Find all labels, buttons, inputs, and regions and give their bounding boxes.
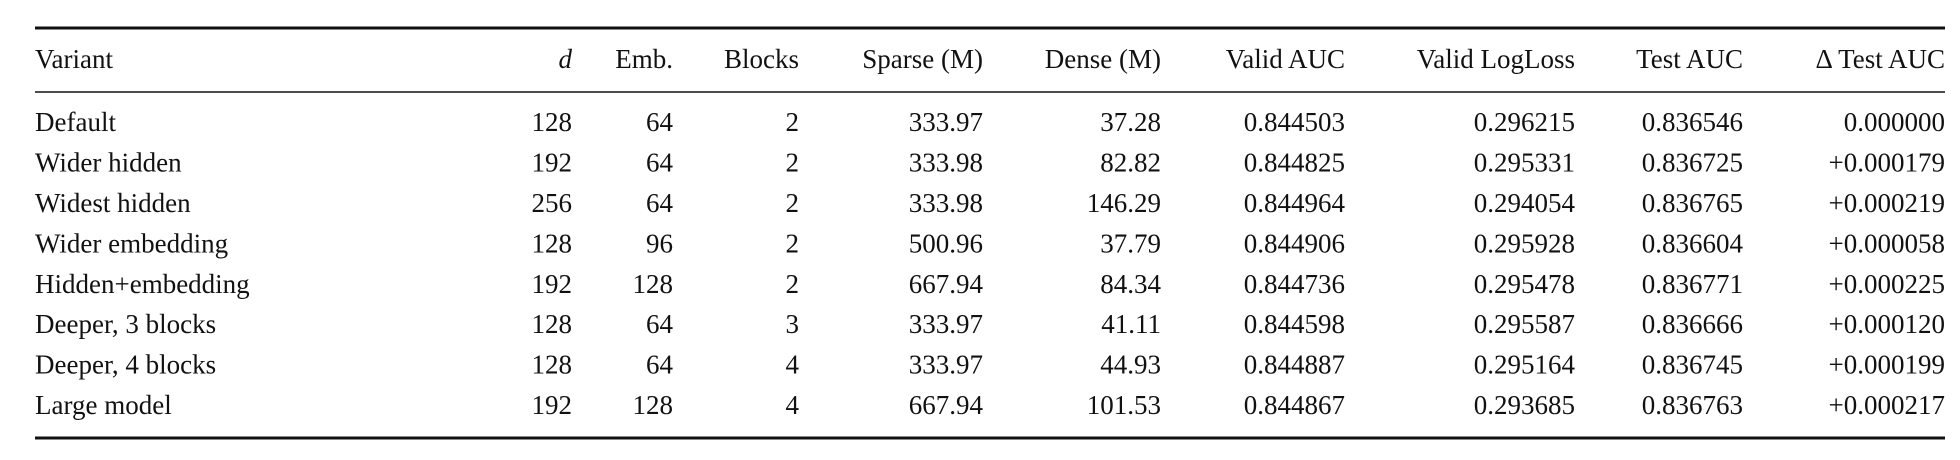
cell: 0.844867 [1244,390,1345,420]
cell: 0.836765 [1642,188,1743,218]
cell: 4 [786,350,800,380]
cell: 2 [786,107,800,137]
cell: 0.836725 [1642,148,1743,178]
cell: 64 [646,309,674,339]
column-header: Variant [35,44,113,74]
cell: 128 [532,228,573,258]
row-label: Deeper, 3 blocks [35,309,216,339]
column-header: Blocks [724,44,799,74]
cell: 0.296215 [1474,107,1575,137]
cell: 667.94 [909,269,984,299]
cell: 0.844736 [1244,269,1345,299]
cell: 4 [786,390,800,420]
cell: 0.836771 [1642,269,1743,299]
cell: 82.82 [1100,148,1161,178]
cell: 333.98 [909,148,983,178]
cell: 667.94 [909,390,984,420]
column-header: Valid LogLoss [1417,44,1575,74]
cell: 0.844906 [1244,228,1345,258]
row-label: Large model [35,390,172,420]
cell: 192 [532,269,573,299]
cell: 333.97 [909,350,983,380]
cell: 0.836745 [1642,350,1743,380]
cell: 41.11 [1101,309,1161,339]
cell: 0.836666 [1642,309,1743,339]
cell: 128 [633,390,674,420]
cell: 128 [532,350,573,380]
row-label: Hidden+embedding [35,269,250,299]
row-label: Wider hidden [35,148,182,178]
cell: 37.28 [1100,107,1161,137]
cell: 128 [532,309,573,339]
column-header: Valid AUC [1226,44,1345,74]
cell: +0.000058 [1829,228,1945,258]
cell: 64 [646,148,674,178]
cell: 146.29 [1087,188,1161,218]
cell: 0.836763 [1642,390,1743,420]
cell: +0.000217 [1829,390,1945,420]
cell: 192 [532,390,573,420]
row-label: Deeper, 4 blocks [35,350,216,380]
row-label: Wider embedding [35,228,228,258]
column-header: Emb. [615,44,673,74]
cell: 333.98 [909,188,983,218]
cell: +0.000179 [1829,148,1945,178]
cell: 2 [786,269,800,299]
column-header: Δ Test AUC [1816,44,1946,74]
cell: 0.844825 [1244,148,1345,178]
cell: 0.844598 [1244,309,1345,339]
cell: 2 [786,148,800,178]
cell: 101.53 [1087,390,1161,420]
row-label: Widest hidden [35,188,191,218]
cell: 192 [532,148,573,178]
cell: 0.293685 [1474,390,1575,420]
cell: 0.844887 [1244,350,1345,380]
cell: 256 [532,188,573,218]
cell: 64 [646,188,674,218]
column-header: d [559,44,573,74]
column-header: Sparse (M) [862,44,983,74]
cell: 3 [786,309,800,339]
cell: 500.96 [909,228,983,258]
cell: 44.93 [1100,350,1161,380]
cell: 0.844503 [1244,107,1345,137]
cell: 84.34 [1100,269,1161,299]
cell: 0.294054 [1474,188,1576,218]
cell: 333.97 [909,107,983,137]
cell: 37.79 [1100,228,1161,258]
cell: 0.295164 [1474,350,1576,380]
cell: 0.000000 [1844,107,1945,137]
cell: 0.295478 [1474,269,1575,299]
row-label: Default [35,107,116,137]
column-header: Test AUC [1636,44,1743,74]
cell: +0.000120 [1829,309,1945,339]
cell: 2 [786,228,800,258]
cell: 0.295587 [1474,309,1575,339]
cell: 128 [633,269,674,299]
cell: +0.000225 [1829,269,1945,299]
column-header: Dense (M) [1045,44,1161,74]
cell: 64 [646,107,674,137]
cell: 0.295928 [1474,228,1575,258]
cell: 333.97 [909,309,983,339]
cell: 0.844964 [1244,188,1346,218]
cell: 96 [646,228,673,258]
cell: +0.000219 [1829,188,1945,218]
cell: 0.836546 [1642,107,1743,137]
cell: 0.836604 [1642,228,1744,258]
cell: 2 [786,188,800,218]
cell: 0.295331 [1474,148,1575,178]
cell: 64 [646,350,674,380]
cell: 128 [532,107,573,137]
cell: +0.000199 [1829,350,1945,380]
